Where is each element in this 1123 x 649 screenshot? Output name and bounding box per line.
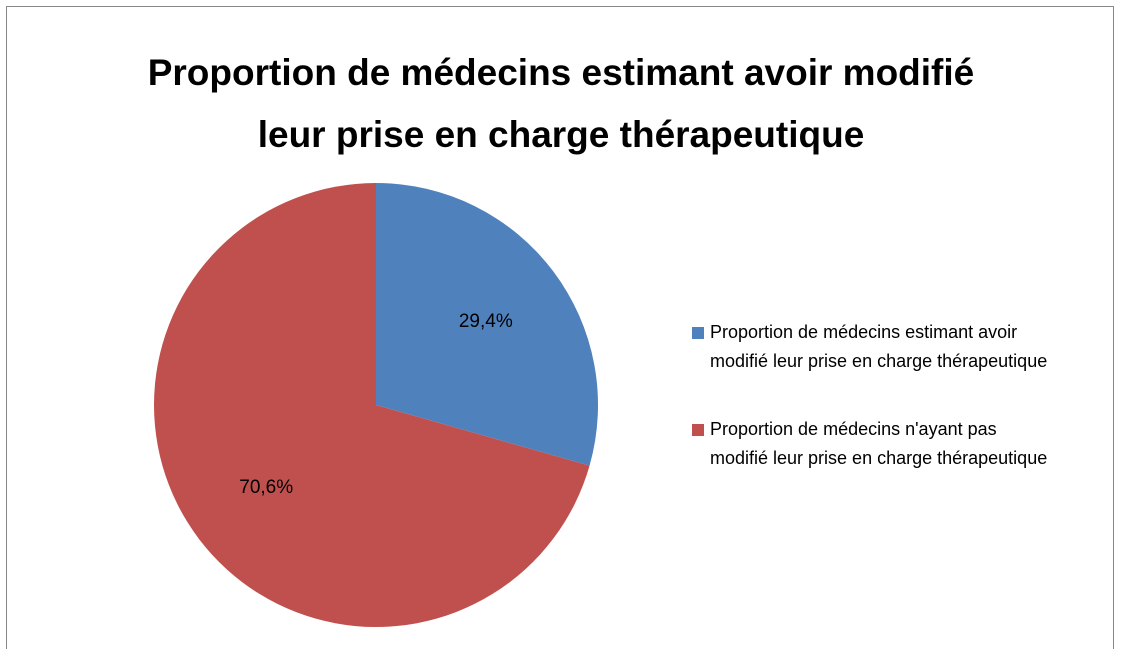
legend-entry: Proportion de médecins estimant avoir mo…: [692, 318, 1052, 376]
legend-swatch: [692, 327, 704, 339]
legend-entry: Proportion de médecins n'ayant pas modif…: [692, 415, 1052, 473]
legend-swatch: [692, 424, 704, 436]
legend-label: Proportion de médecins n'ayant pas modif…: [710, 419, 1048, 468]
data-label: 70,6%: [239, 477, 293, 498]
pie-slice: [154, 183, 590, 627]
data-label: 29,4%: [459, 311, 513, 332]
pie-slice: [376, 183, 598, 466]
chart-frame: [6, 6, 1114, 649]
chart-title: Proportion de médecins estimant avoir mo…: [147, 52, 975, 155]
legend-label: Proportion de médecins estimant avoir mo…: [710, 322, 1048, 371]
